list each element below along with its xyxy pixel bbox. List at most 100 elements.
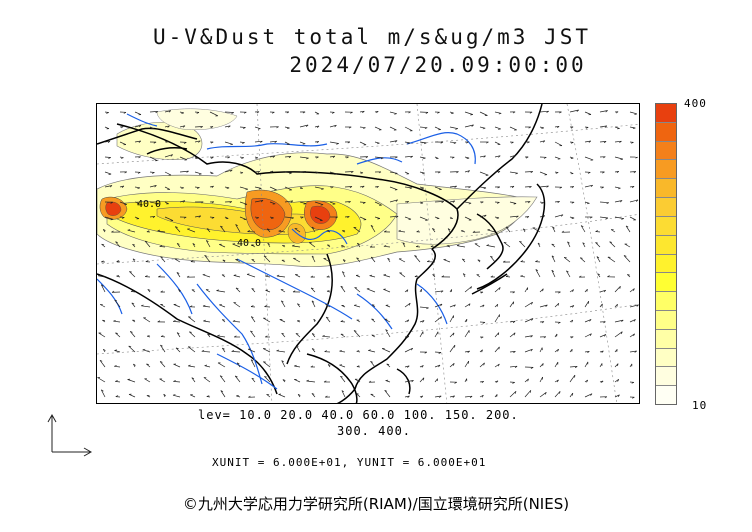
wind-arrow-head (543, 336, 547, 339)
wind-arrow (310, 287, 316, 293)
wind-arrow (509, 365, 518, 368)
dust-concentration-layer (97, 108, 538, 268)
wind-arrow-head (530, 171, 533, 174)
wind-arrow (519, 241, 526, 248)
wind-arrow-head (432, 274, 436, 276)
wind-arrow-head (395, 156, 398, 159)
wind-arrow-head (496, 217, 500, 219)
wind-arrow (554, 125, 560, 128)
wind-arrow-head (377, 142, 380, 145)
wind-arrow (217, 335, 226, 338)
colorbar-segment (656, 198, 676, 217)
wind-arrow (404, 347, 413, 353)
wind-arrow-head (546, 185, 549, 188)
wind-arrow-head (513, 203, 517, 205)
wind-arrow-head (468, 186, 471, 189)
wind-arrow (402, 242, 406, 248)
wind-arrow (610, 229, 616, 233)
wind-arrow (239, 126, 246, 128)
wind-arrow (569, 109, 579, 113)
wind-arrow-head (513, 351, 516, 354)
wind-arrow (539, 288, 544, 293)
wind-arrow-head (551, 243, 555, 246)
wind-arrow (278, 393, 286, 398)
wind-arrow (563, 257, 571, 263)
wind-arrow (224, 141, 233, 145)
colorbar-segment (656, 329, 676, 349)
wind-arrow-head (152, 216, 156, 219)
wind-arrow (115, 381, 121, 383)
wind-arrow (194, 215, 201, 218)
dust-map: 40.0 40.0 (96, 103, 640, 404)
wind-arrow-head (395, 215, 399, 218)
wind-arrow-head (281, 300, 284, 303)
wind-arrow (314, 186, 324, 190)
wind-arrow (100, 389, 106, 398)
wind-arrow-head (347, 141, 351, 144)
colorbar-segment (656, 179, 676, 199)
wind-arrow-head (235, 224, 238, 226)
wind-arrow-head (551, 269, 555, 272)
wind-arrow (194, 140, 201, 143)
wind-arrow-head (619, 200, 623, 203)
wind-arrow-head (386, 363, 390, 365)
wind-arrow-head (377, 218, 380, 220)
wind-arrow (176, 243, 181, 248)
wind-arrow-head (334, 173, 337, 175)
contour-label: 40.0 (237, 238, 261, 249)
wind-arrow-head (138, 125, 142, 128)
wind-arrow (344, 171, 354, 173)
wind-arrow-head (520, 260, 524, 263)
wind-arrow (369, 275, 376, 278)
wind-arrow (222, 347, 226, 353)
wind-arrow-head (466, 157, 470, 160)
wind-arrow-head (130, 290, 134, 292)
wind-arrow-head (411, 380, 414, 383)
wind-arrow (164, 125, 170, 128)
wind-arrow-head (415, 245, 419, 248)
wind-arrow (584, 184, 593, 188)
wind-arrow-head (186, 275, 190, 278)
wind-arrow (179, 125, 186, 128)
wind-arrow-head (557, 349, 559, 352)
wind-arrow (266, 228, 271, 233)
wind-arrow (370, 225, 376, 233)
wind-arrow (384, 390, 391, 398)
wind-arrow (134, 186, 140, 189)
wind-arrow (269, 201, 276, 205)
wind-arrow-head (175, 226, 178, 228)
wind-arrow-head (574, 366, 578, 369)
wind-arrow-head (625, 225, 629, 228)
wind-arrow-head (276, 126, 279, 129)
wind-arrow (614, 363, 619, 368)
wind-arrow-head (570, 126, 574, 129)
wind-arrow (404, 155, 413, 158)
wind-arrow-head (157, 320, 161, 323)
wind-arrow (449, 332, 455, 338)
wind-arrow (434, 351, 442, 353)
wind-arrow (629, 171, 636, 173)
wind-arrow-head (326, 290, 330, 292)
wind-arrow-head (230, 169, 233, 172)
wind-arrow-head (385, 329, 388, 332)
wind-arrow-head (542, 363, 544, 366)
wind-arrow (176, 332, 181, 338)
wind-arrow-head (248, 395, 251, 398)
wind-arrow-head (136, 202, 140, 205)
wind-arrow-head (206, 240, 209, 242)
wind-arrow-head (339, 349, 342, 352)
wind-arrow-head (176, 243, 180, 245)
wind-arrow (389, 171, 398, 174)
wind-arrow (509, 126, 517, 131)
wind-arrow (164, 110, 171, 113)
wind-arrow (309, 242, 316, 248)
wind-arrow-head (316, 156, 319, 159)
wind-arrow (370, 361, 376, 368)
wind-arrow (494, 126, 501, 130)
wind-arrow (359, 216, 367, 220)
wind-arrow (236, 362, 241, 368)
wind-arrow-head (110, 218, 114, 221)
wind-arrow-head (519, 240, 522, 243)
wind-arrow (539, 347, 543, 353)
wind-arrow-head (616, 171, 620, 174)
